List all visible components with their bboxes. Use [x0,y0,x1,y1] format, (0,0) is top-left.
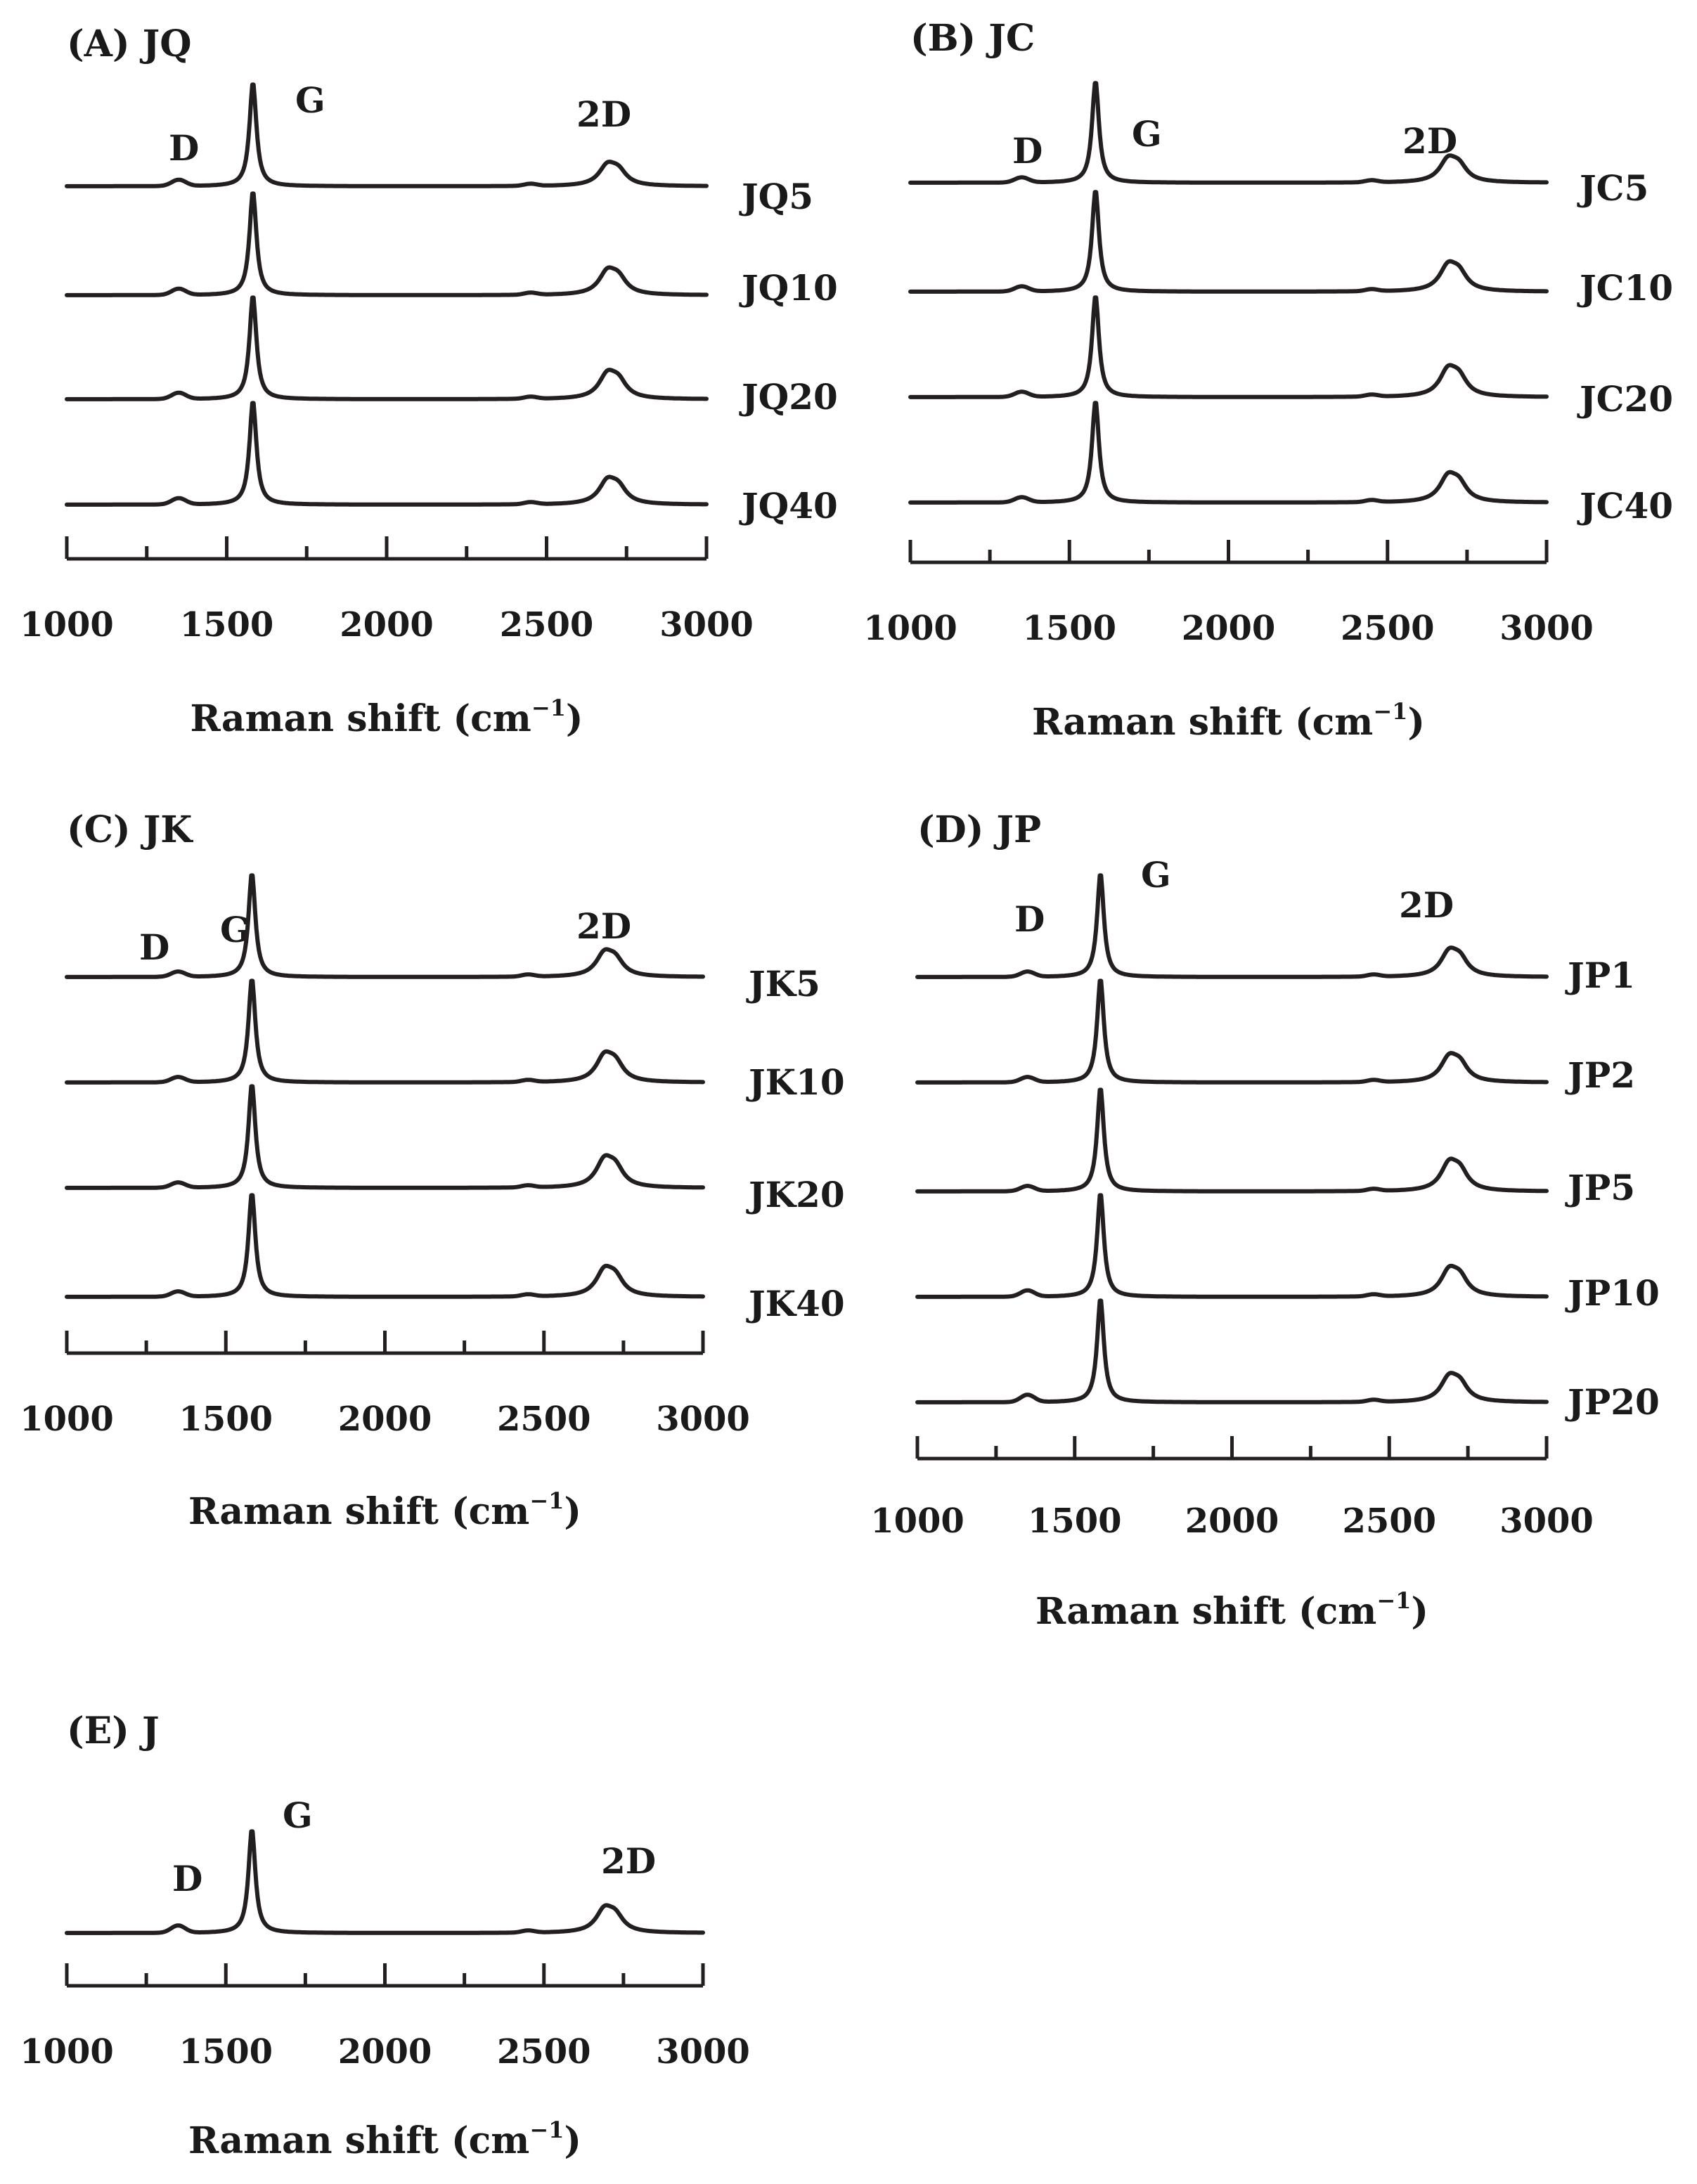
tick-label: 2000 [1182,609,1276,648]
series-line [915,873,1549,979]
peak-label-g: G [1141,854,1171,896]
tick-label: 1000 [20,1400,114,1439]
peak-label-2d: 2D [1399,884,1454,926]
peak-label-2d: 2D [576,905,631,947]
series-line [915,1298,1549,1404]
peak-label-d: D [172,1858,202,1899]
tick-label: 1500 [179,1400,273,1439]
panel-title: (A) JQ [67,22,192,65]
x-axis-label: Raman shift (cm−1) [188,1487,581,1533]
series-name: JQ20 [739,376,838,418]
panel-title: (E) J [67,1710,160,1752]
series-line [908,81,1549,185]
tick-label: 1500 [1022,609,1116,648]
peak-label-d: D [1014,898,1045,940]
series-name: JQ40 [739,485,838,526]
x-axis-label: Raman shift (cm−1) [188,2117,581,2162]
series-line [908,401,1549,505]
peak-label-d: D [169,127,199,169]
series-name: JK20 [746,1174,845,1215]
series-name: JC20 [1577,378,1673,420]
series-name: JQ10 [739,267,838,309]
panel-title: (D) JP [917,808,1041,851]
tick-label: 1000 [20,2032,114,2072]
peak-label-2d: 2D [576,93,631,135]
panel-title: (C) JK [67,808,193,851]
series-line [65,82,709,188]
x-axis-label: Raman shift (cm−1) [1032,698,1425,744]
tick-label: 1500 [179,2032,273,2072]
peak-label-d: D [1012,130,1043,172]
tick-label: 3000 [656,1400,750,1439]
panel-e: (E) J D G 2D 1000 1500 2000 2500 3000 Raman shift… [20,1710,750,2162]
tick-label: 1500 [180,605,274,645]
tick-label: 2000 [1185,1501,1279,1541]
peak-label-d: D [139,926,169,968]
series-name: JK10 [746,1061,845,1103]
series-name: JP20 [1565,1381,1660,1423]
series-line [65,401,709,507]
panel-d: (D) JP D G 2D JP1 JP2 JP5 JP10 JP20 1000 1500 2000 2… [870,808,1660,1633]
series-name: JP1 [1565,955,1635,996]
series-name: JK40 [746,1283,845,1324]
peak-label-g: G [295,79,325,121]
tick-label: 2500 [497,2032,591,2072]
tick-label: 2500 [500,605,594,645]
series-line [65,1084,705,1190]
series-line [908,295,1549,399]
tick-label: 2500 [1341,609,1435,648]
series-name: JP2 [1565,1054,1635,1096]
series-name: JQ5 [739,176,813,217]
series-line [915,978,1549,1085]
panel-a: (A) JQ D G 2D JQ5 JQ10 JQ20 JQ40 1000 1500 2000 250… [20,22,838,740]
tick-label: 2000 [338,2032,432,2072]
series-line [915,1193,1549,1299]
tick-label: 2500 [497,1400,591,1439]
series-name: JC40 [1577,485,1673,526]
panel-title: (B) JC [910,17,1035,60]
tick-label: 1000 [20,605,114,645]
series-name: JP5 [1565,1167,1635,1208]
series-name: JP10 [1565,1272,1660,1314]
tick-label: 1000 [870,1501,964,1541]
series-name: JK5 [746,963,820,1004]
tick-label: 2000 [340,605,434,645]
series-name: JC5 [1577,167,1648,209]
series-line [65,295,709,401]
tick-label: 3000 [659,605,754,645]
tick-label: 3000 [1499,609,1594,648]
tick-label: 3000 [656,2032,750,2072]
x-axis-label: Raman shift (cm−1) [190,694,583,740]
series-line [915,1087,1549,1194]
tick-label: 1000 [863,609,957,648]
x-axis-label: Raman shift (cm−1) [1035,1587,1428,1633]
tick-label: 3000 [1499,1501,1594,1541]
peak-label-g: G [1132,113,1162,155]
series-name: JC10 [1577,267,1673,309]
series-line [65,1193,705,1299]
series-line [65,873,705,979]
tick-label: 1500 [1028,1501,1122,1541]
series-line [65,978,705,1085]
tick-label: 2500 [1342,1501,1436,1541]
peak-label-2d: 2D [601,1840,656,1882]
series-line [908,190,1549,294]
series-line [65,191,709,297]
tick-label: 2000 [338,1400,432,1439]
peak-label-g: G [283,1795,313,1836]
series-line [65,1829,705,1935]
